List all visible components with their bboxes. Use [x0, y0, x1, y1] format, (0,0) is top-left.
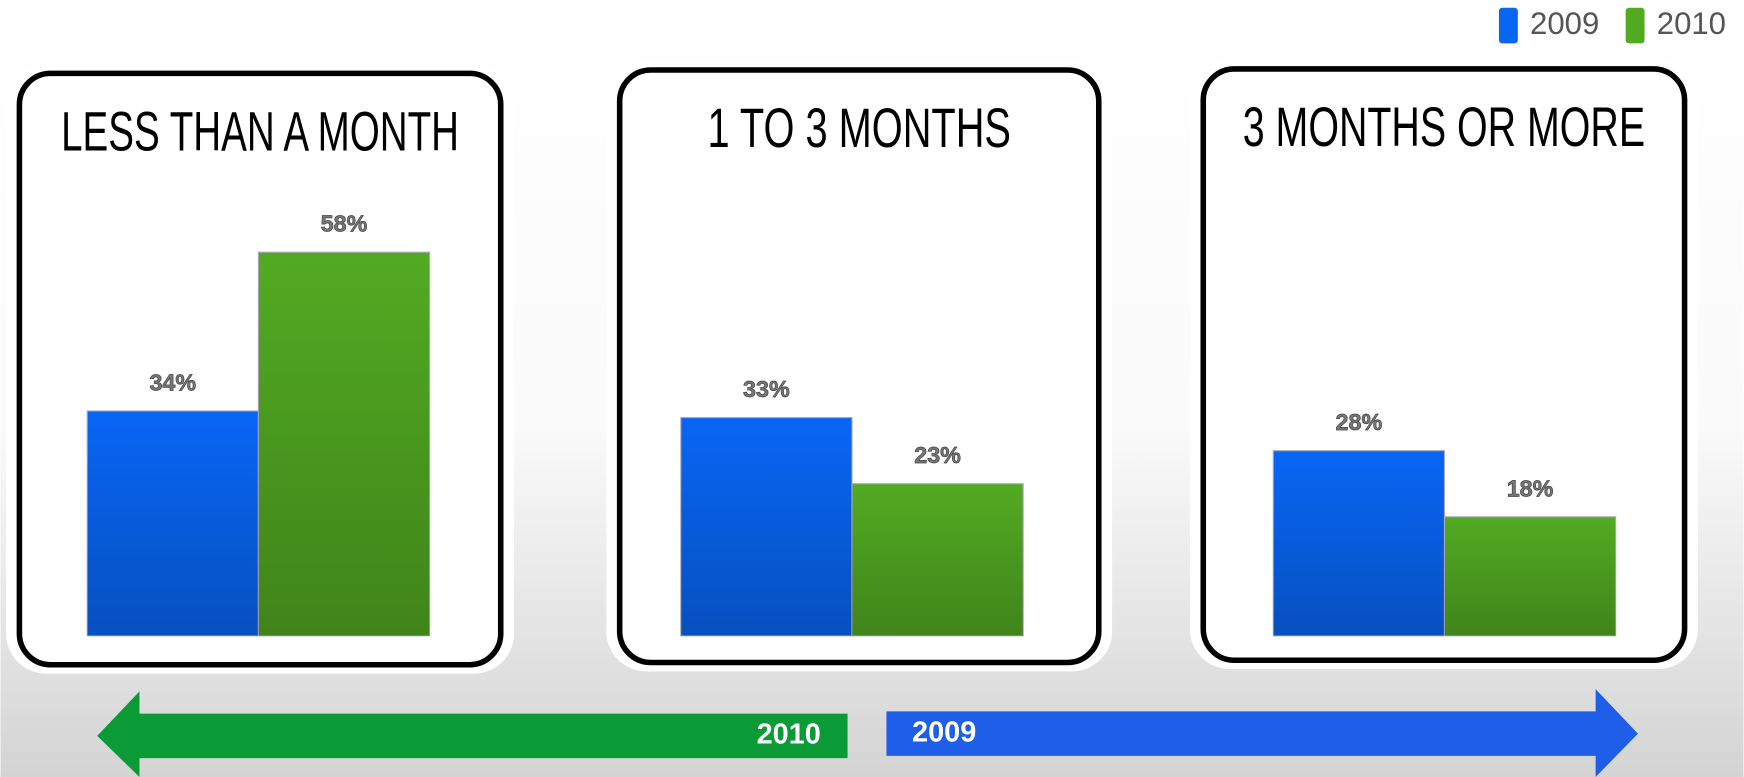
value-label: 58%	[321, 211, 368, 237]
value-label: 33%	[743, 376, 790, 402]
bar-shade	[680, 417, 852, 636]
bar-shade	[1444, 516, 1616, 636]
bar-shade	[1273, 450, 1445, 636]
arrow-label: 2009	[912, 716, 976, 748]
value-label: 23%	[914, 442, 961, 468]
bar-shade	[87, 410, 259, 636]
panel-title: 1 TO 3 MONTHS	[707, 97, 1010, 159]
value-label: 28%	[1336, 409, 1383, 435]
arrow-left	[97, 691, 848, 777]
bar-shade	[851, 483, 1024, 636]
arrow-label: 2010	[757, 719, 821, 751]
value-label: 18%	[1507, 475, 1554, 501]
legend-swatch	[1625, 7, 1645, 44]
arrow-right	[886, 689, 1638, 777]
legend-swatch	[1498, 7, 1518, 44]
legend-label: 2010	[1657, 6, 1726, 41]
panel-title: 3 MONTHS OR MORE	[1243, 96, 1645, 158]
panel-title: LESS THAN A MONTH	[61, 100, 459, 162]
bar-shade	[258, 252, 430, 636]
legend-label: 2009	[1530, 6, 1599, 41]
value-label: 34%	[149, 369, 196, 395]
